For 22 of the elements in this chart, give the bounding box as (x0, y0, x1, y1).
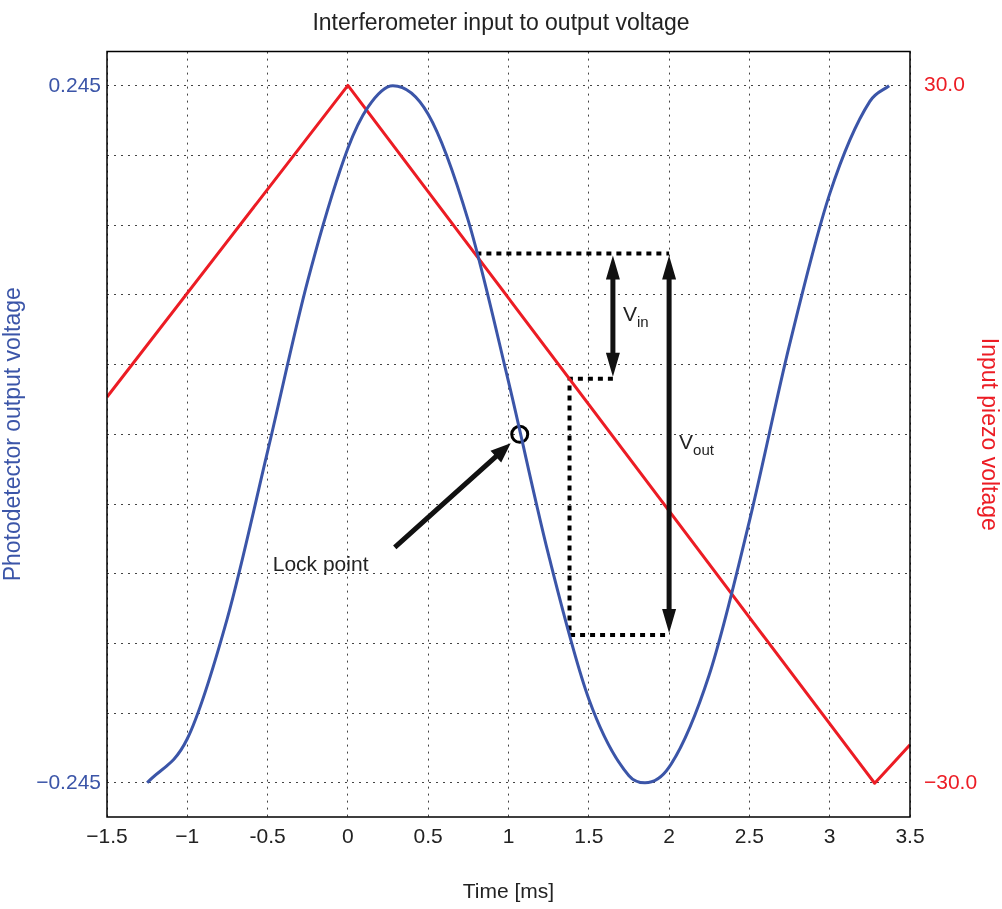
x-tick-label: 3 (823, 824, 836, 848)
x-tick-label: 1 (502, 824, 515, 848)
y2-axis-title: Input piezo voltage (976, 337, 1002, 531)
y2-tick-label: −30.0 (924, 770, 978, 794)
y2-tick-label: 30.0 (924, 72, 965, 96)
x-tick-label: -0.5 (249, 824, 286, 848)
x-tick-label: 3.5 (895, 824, 925, 848)
x-tick-label: 2 (663, 824, 675, 848)
x-tick-label: 0 (342, 824, 354, 848)
x-axis-title: Time [ms] (462, 879, 555, 903)
annotation: Lock point (272, 552, 369, 577)
y-axis-title: Photodetector output voltage (0, 287, 26, 582)
annotation: V$_{in}$ (622, 302, 649, 330)
x-tick-label: 2.5 (734, 824, 764, 848)
y-tick-label: −0.245 (36, 769, 101, 793)
x-tick-label: −1 (175, 824, 200, 848)
x-tick-label: 1.5 (574, 824, 604, 848)
chart-title: Interferometer input to output voltage (312, 9, 690, 36)
x-tick-label: 0.5 (413, 824, 443, 848)
y-tick-label: 0.245 (48, 72, 101, 96)
annotation: V$_{out}$ (679, 430, 714, 458)
x-tick-label: −1.5 (86, 824, 128, 848)
